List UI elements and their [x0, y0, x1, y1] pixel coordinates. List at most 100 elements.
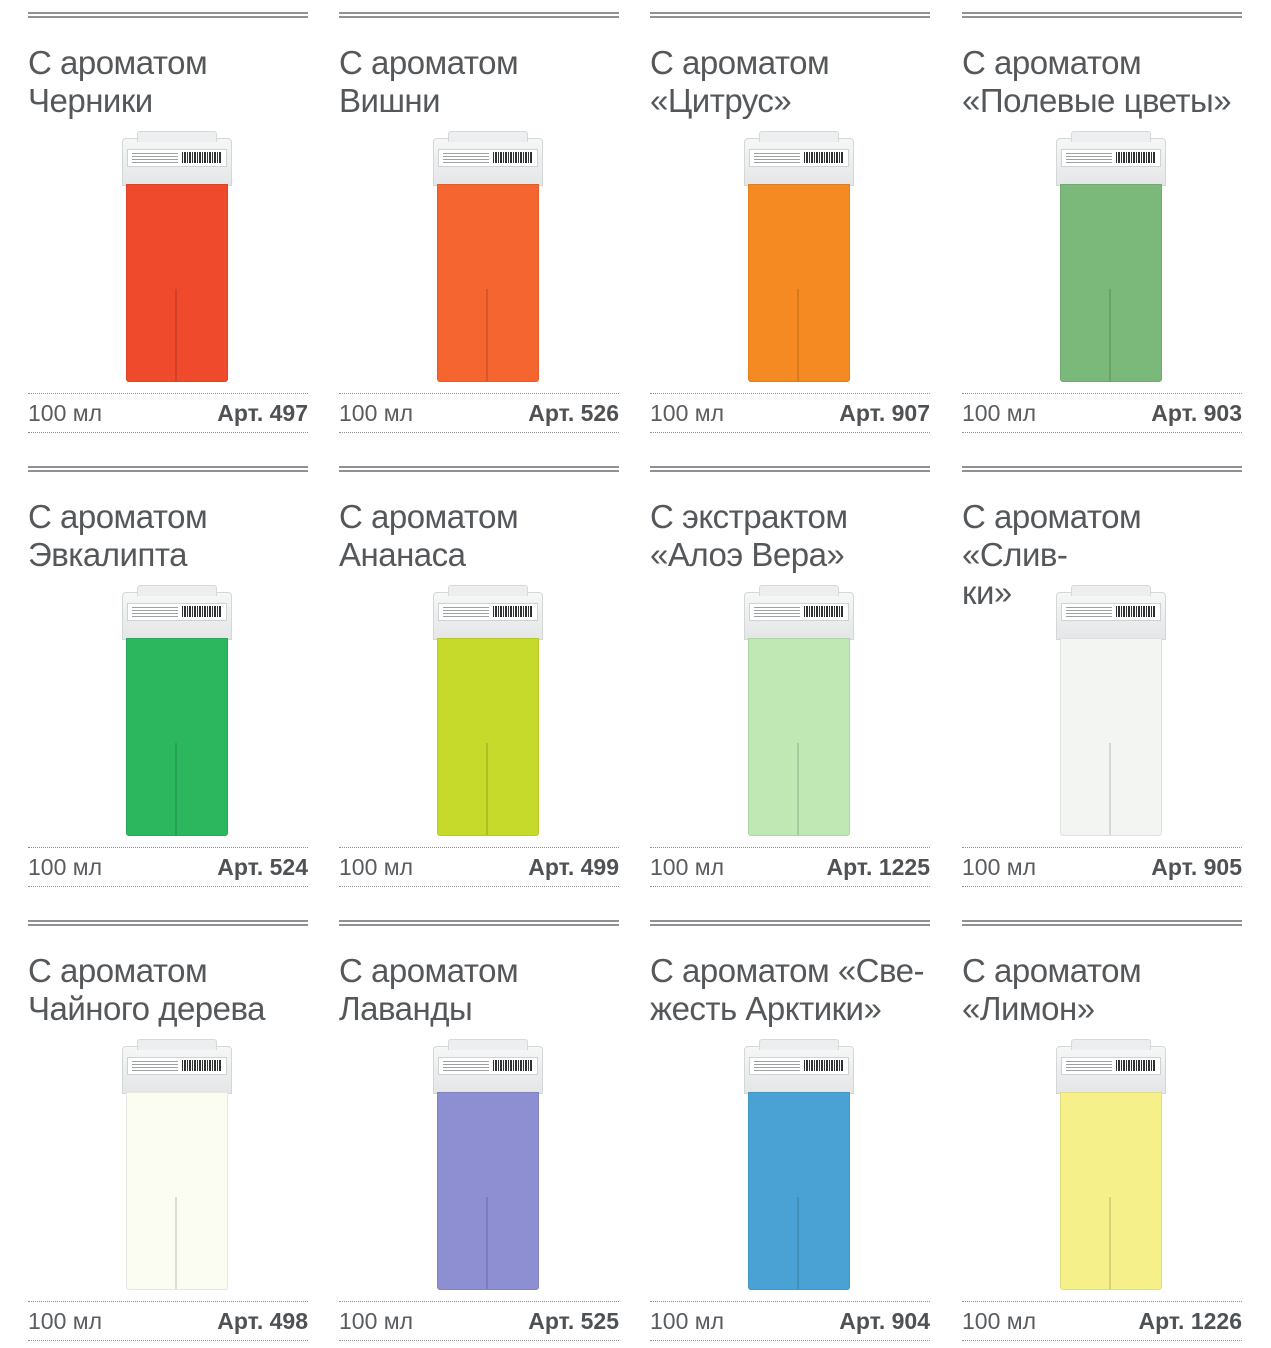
- product-volume: 100 мл: [339, 854, 413, 880]
- wax-cartridge-image: [962, 1032, 1242, 1294]
- product-title: С ароматом «Полевые цветы»: [962, 44, 1232, 119]
- product-footer: 100 мл Арт. 498: [28, 1301, 308, 1341]
- cartridge-cap: [1056, 1039, 1166, 1094]
- cartridge-label: [438, 1057, 538, 1075]
- wax-cartridge-image: [962, 578, 1242, 840]
- cartridge-body: [748, 1092, 850, 1290]
- product-footer: 100 мл Арт. 904: [650, 1301, 930, 1341]
- product-footer: 100 мл Арт. 1226: [962, 1301, 1242, 1341]
- wax-cartridge-image: [339, 578, 619, 840]
- product-footer: 100 мл Арт. 526: [339, 393, 619, 433]
- product-article: Арт. 498: [217, 1308, 308, 1334]
- barcode-icon: [182, 1060, 222, 1071]
- product-title: С ароматом «Цитрус»: [650, 44, 830, 119]
- product-card: С ароматом «Слив- ки» 100 мл Арт. 905: [962, 454, 1242, 894]
- product-title: С ароматом Лаванды: [339, 952, 519, 1027]
- product-volume: 100 мл: [962, 1308, 1036, 1334]
- barcode-icon: [493, 606, 533, 617]
- wax-cartridge-image: [339, 1032, 619, 1294]
- cartridge-body: [1060, 184, 1162, 382]
- product-card: С ароматом Вишни 100 мл Арт. 526: [339, 0, 619, 440]
- product-article: Арт. 903: [1151, 400, 1242, 426]
- cartridge-label: [127, 149, 227, 167]
- product-volume: 100 мл: [650, 400, 724, 426]
- cartridge-label: [1061, 1057, 1161, 1075]
- product-volume: 100 мл: [650, 1308, 724, 1334]
- product-title: С экстрактом «Алоэ Вера»: [650, 498, 848, 573]
- wax-cartridge-image: [339, 124, 619, 386]
- barcode-icon: [804, 606, 844, 617]
- product-footer: 100 мл Арт. 1225: [650, 847, 930, 887]
- product-card: С экстрактом «Алоэ Вера» 100 мл Арт. 122…: [650, 454, 930, 894]
- product-footer: 100 мл Арт. 497: [28, 393, 308, 433]
- wax-cartridge-image: [28, 124, 308, 386]
- product-footer: 100 мл Арт. 905: [962, 847, 1242, 887]
- product-card: С ароматом «Лимон» 100 мл Арт. 1226: [962, 908, 1242, 1348]
- cartridge-cap: [1056, 131, 1166, 186]
- barcode-icon: [1116, 152, 1156, 163]
- cartridge-body: [126, 1092, 228, 1290]
- product-title: С ароматом «Лимон»: [962, 952, 1142, 1027]
- cartridge-label: [749, 603, 849, 621]
- wax-cartridge-image: [650, 578, 930, 840]
- double-rule: [28, 12, 308, 19]
- product-card: С ароматом «Цитрус» 100 мл Арт. 907: [650, 0, 930, 440]
- cartridge-label: [1061, 603, 1161, 621]
- double-rule: [650, 12, 930, 19]
- product-volume: 100 мл: [339, 400, 413, 426]
- cartridge-cap: [433, 585, 543, 640]
- product-article: Арт. 524: [217, 854, 308, 880]
- product-article: Арт. 907: [839, 400, 930, 426]
- double-rule: [650, 920, 930, 927]
- product-article: Арт. 1226: [1138, 1308, 1242, 1334]
- cartridge-body: [437, 1092, 539, 1290]
- cartridge-label: [749, 149, 849, 167]
- cartridge-cap: [122, 585, 232, 640]
- cartridge-cap: [744, 1039, 854, 1094]
- double-rule: [339, 920, 619, 927]
- cartridge-cap: [433, 1039, 543, 1094]
- barcode-icon: [182, 606, 222, 617]
- wax-cartridge-image: [962, 124, 1242, 386]
- product-title: С ароматом Вишни: [339, 44, 519, 119]
- cartridge-cap: [744, 131, 854, 186]
- product-title: С ароматом Чайного дерева: [28, 952, 266, 1027]
- product-volume: 100 мл: [28, 1308, 102, 1334]
- cartridge-body: [1060, 1092, 1162, 1290]
- cartridge-label: [749, 1057, 849, 1075]
- cartridge-body: [126, 184, 228, 382]
- product-footer: 100 мл Арт. 499: [339, 847, 619, 887]
- product-volume: 100 мл: [339, 1308, 413, 1334]
- cartridge-label: [438, 603, 538, 621]
- barcode-icon: [804, 152, 844, 163]
- cartridge-label: [1061, 149, 1161, 167]
- barcode-icon: [493, 1060, 533, 1071]
- cartridge-body: [748, 638, 850, 836]
- cartridge-body: [437, 184, 539, 382]
- product-volume: 100 мл: [962, 854, 1036, 880]
- product-article: Арт. 1225: [826, 854, 930, 880]
- wax-cartridge-image: [650, 124, 930, 386]
- wax-cartridge-image: [650, 1032, 930, 1294]
- product-footer: 100 мл Арт. 525: [339, 1301, 619, 1341]
- barcode-icon: [1116, 1060, 1156, 1071]
- cartridge-body: [437, 638, 539, 836]
- barcode-icon: [182, 152, 222, 163]
- wax-cartridge-image: [28, 578, 308, 840]
- cartridge-cap: [1056, 585, 1166, 640]
- product-volume: 100 мл: [28, 400, 102, 426]
- cartridge-body: [748, 184, 850, 382]
- cartridge-body: [1060, 638, 1162, 836]
- product-card: С ароматом «Све- жесть Арктики» 100 мл А…: [650, 908, 930, 1348]
- product-article: Арт. 525: [528, 1308, 619, 1334]
- product-title: С ароматом «Слив- ки»: [962, 498, 1142, 611]
- product-article: Арт. 526: [528, 400, 619, 426]
- cartridge-cap: [122, 1039, 232, 1094]
- cartridge-cap: [744, 585, 854, 640]
- cartridge-label: [438, 149, 538, 167]
- product-card: С ароматом Ананаса 100 мл Арт. 499: [339, 454, 619, 894]
- double-rule: [962, 920, 1242, 927]
- double-rule: [28, 920, 308, 927]
- product-card: С ароматом Чайного дерева 100 мл Арт. 49…: [28, 908, 308, 1348]
- double-rule: [650, 466, 930, 473]
